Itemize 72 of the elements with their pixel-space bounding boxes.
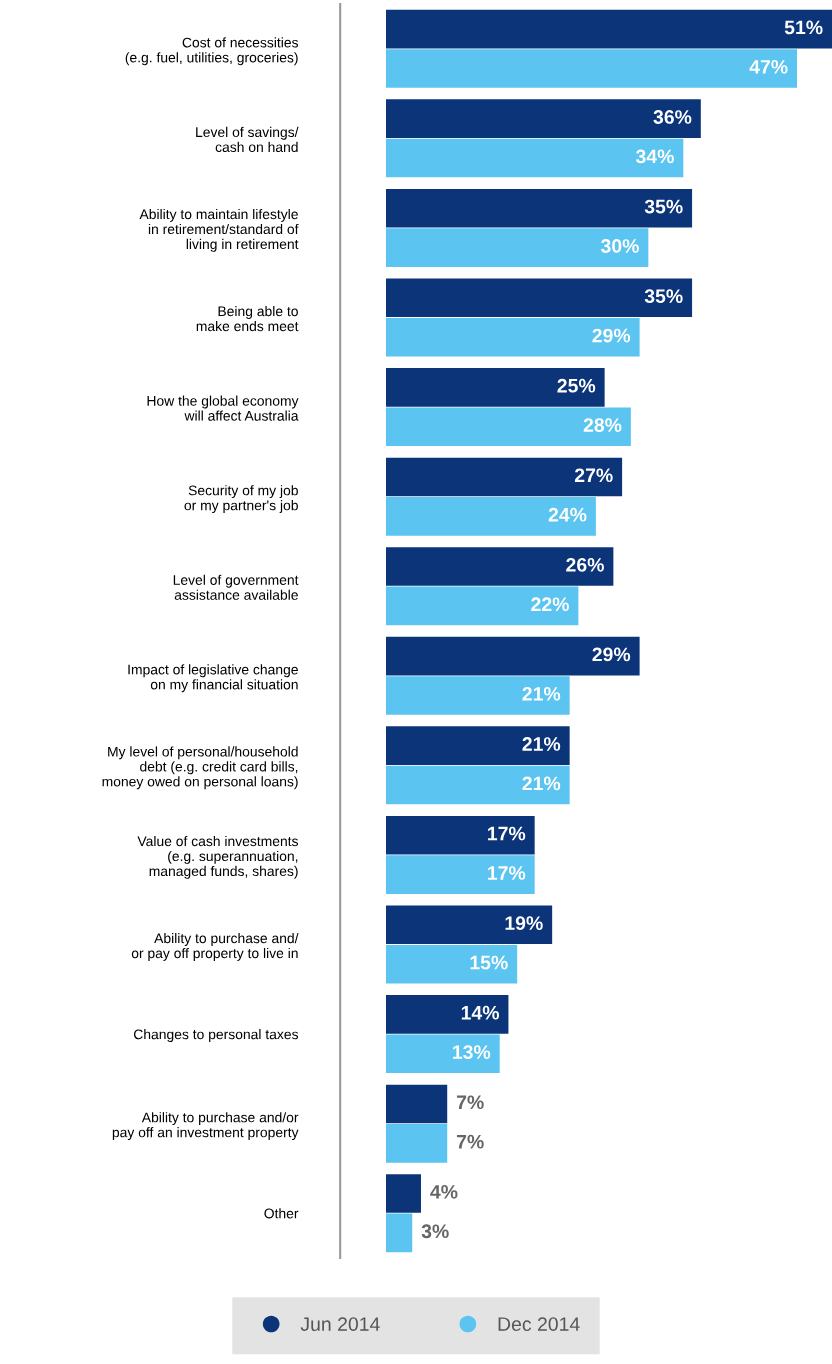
bar (386, 9, 832, 49)
y-tick-label: Changes to personal taxes (133, 1029, 299, 1042)
y-tick-label: My level of personal/household debt (e.g. credit card bills, money owed on personal loans) (102, 746, 298, 790)
data-label: 17% (488, 826, 526, 841)
data-label: 34% (635, 149, 674, 164)
data-label: 7% (456, 1095, 484, 1110)
bar (386, 815, 535, 855)
bar (386, 228, 649, 267)
y-tick-label: Ability to maintain lifestyle in retirement/standard of living in retirement (139, 208, 299, 252)
data-label: 4% (430, 1185, 458, 1199)
y-tick-label: Security of my job or my partner's job (184, 485, 298, 514)
bar (386, 676, 570, 715)
bar (386, 1174, 421, 1213)
bar (386, 407, 631, 447)
y-tick-label: Ability to purchase and/ or pay off property to live in (131, 932, 299, 961)
bar (386, 547, 614, 586)
bar (386, 636, 640, 676)
data-label: 30% (600, 239, 639, 253)
y-tick-label: Being able to make ends meet (196, 305, 299, 332)
data-label: 22% (531, 597, 569, 612)
bar (386, 497, 596, 536)
data-label: 24% (548, 507, 587, 522)
data-label: 14% (461, 1005, 499, 1020)
data-label: 35% (644, 289, 683, 304)
data-label: 36% (653, 110, 692, 124)
data-label: 28% (583, 418, 622, 432)
bar (386, 1213, 413, 1253)
y-tick-label: Value of cash investments (e.g. superannuation, managed funds, shares) (137, 835, 299, 879)
y-tick-label: Other (264, 1208, 299, 1219)
bar (386, 49, 798, 88)
y-tick-label: How the global economy will affect Australia (147, 395, 299, 421)
legend-label: Jun 2014 (300, 1317, 380, 1331)
data-label: 3% (421, 1224, 449, 1239)
bar (386, 905, 553, 945)
data-label: 26% (566, 557, 604, 572)
data-label: 47% (749, 59, 788, 74)
data-label: 21% (522, 776, 561, 791)
data-label: 19% (505, 916, 543, 931)
data-label: 15% (470, 955, 508, 970)
bar (386, 765, 570, 805)
y-tick-label: Cost of necessities (e.g. fuel, utilities, groceries) (125, 37, 298, 66)
bar (386, 995, 509, 1034)
bar (386, 368, 605, 407)
legend-label: Dec 2014 (498, 1317, 580, 1331)
bar (386, 188, 693, 228)
bar (386, 1034, 500, 1074)
bar (386, 1124, 448, 1163)
data-label: 17% (488, 866, 526, 880)
bar (386, 99, 701, 138)
bar (386, 278, 693, 318)
y-tick-label: Impact of legislative change on my financial situation (128, 664, 298, 693)
bar (386, 944, 518, 984)
y-tick-label: Level of savings/ cash on hand (196, 126, 299, 153)
data-label: 21% (522, 737, 561, 751)
data-label: 21% (522, 686, 561, 701)
bar (386, 1084, 448, 1124)
data-label: 7% (456, 1134, 484, 1149)
bar (386, 726, 570, 765)
data-label: 27% (574, 468, 613, 483)
data-label: 25% (557, 378, 596, 393)
y-tick-label: Ability to purchase and/or pay off an investment property (112, 1112, 299, 1141)
bar (386, 317, 640, 357)
data-label: 29% (592, 647, 631, 662)
data-label: 35% (644, 199, 683, 214)
bar (386, 457, 623, 497)
data-label: 29% (592, 328, 631, 343)
data-label: 13% (453, 1045, 491, 1060)
bar (386, 586, 579, 626)
data-label: 51% (784, 20, 823, 35)
y-tick-label: Level of government assistance available (173, 574, 299, 600)
bar (386, 138, 684, 178)
bar (386, 855, 535, 894)
